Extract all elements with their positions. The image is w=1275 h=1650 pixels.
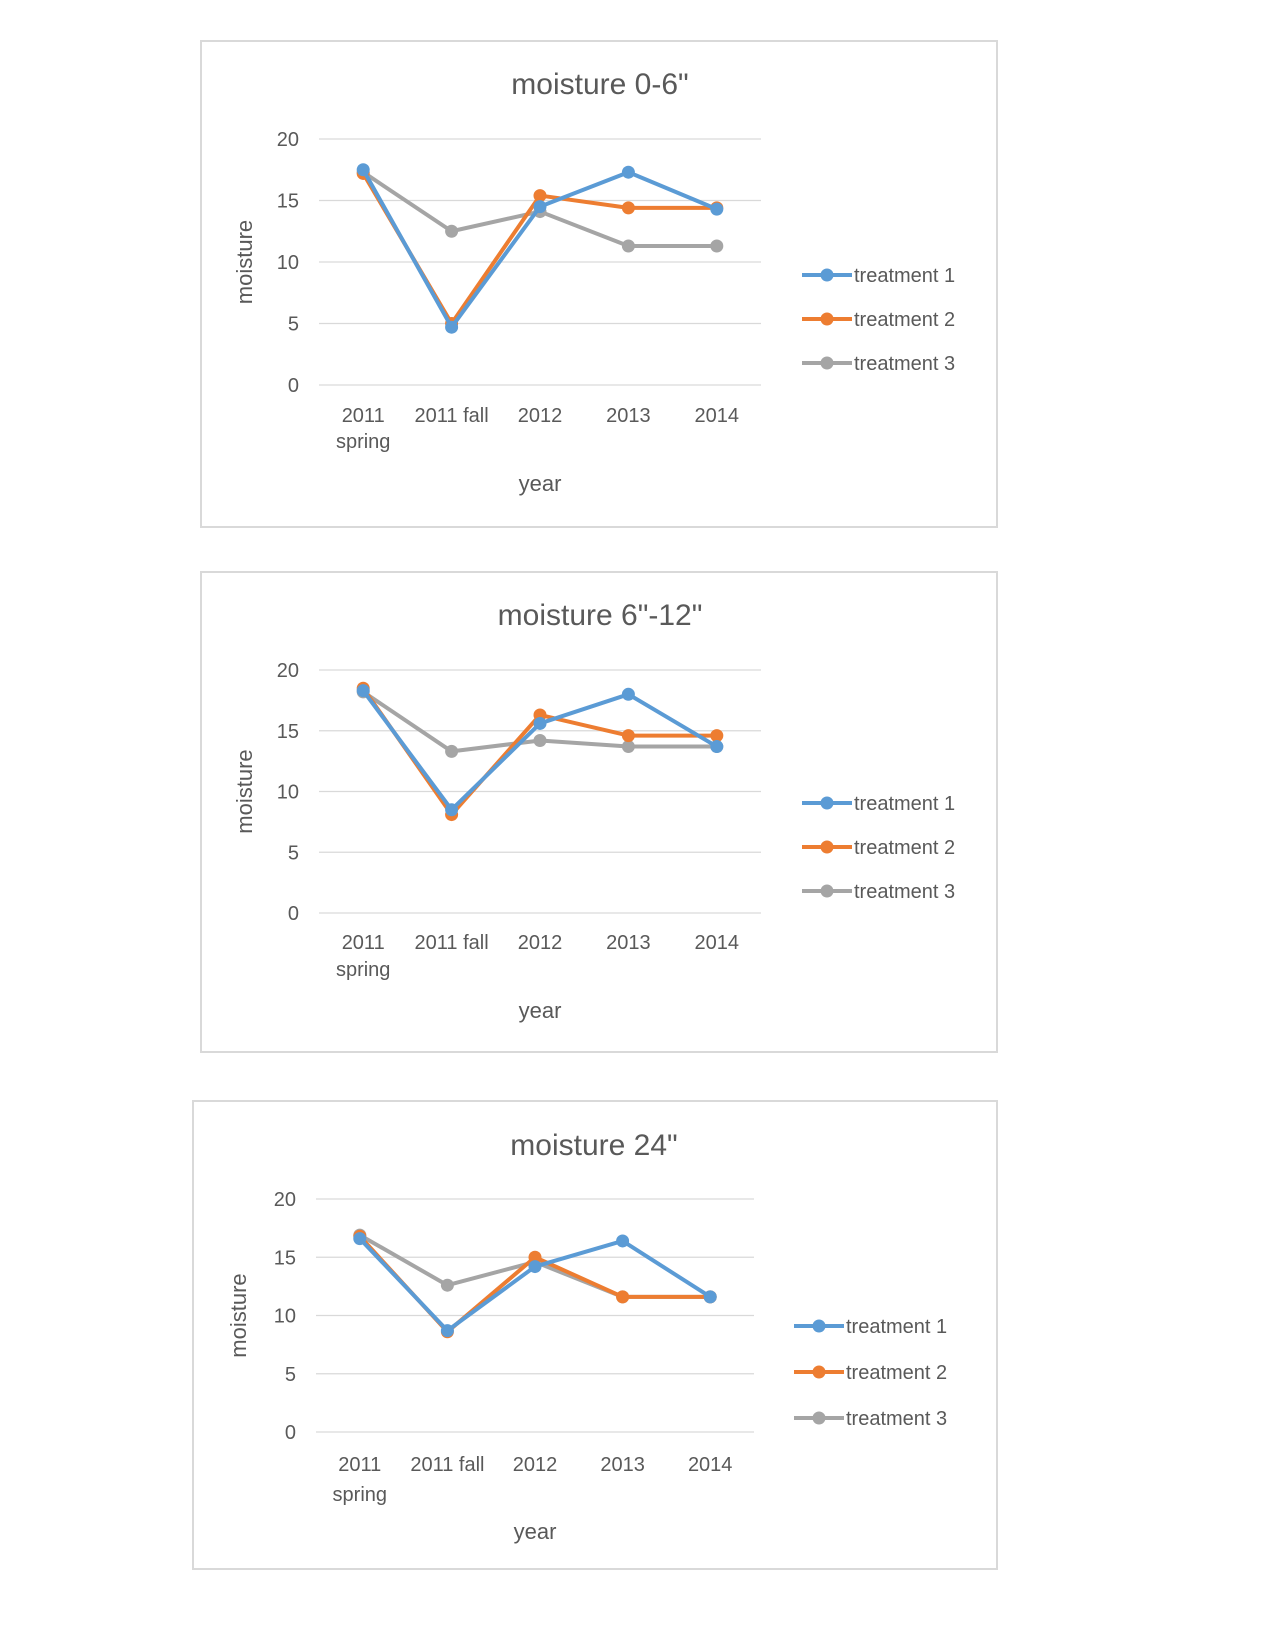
legend-marker bbox=[812, 1319, 826, 1333]
y-axis-title: moisture bbox=[232, 220, 257, 304]
data-point bbox=[710, 202, 724, 216]
data-point bbox=[445, 744, 459, 758]
legend-marker bbox=[820, 840, 834, 854]
y-tick-label: 10 bbox=[277, 252, 299, 274]
legend-label: treatment 3 bbox=[846, 1408, 947, 1430]
series-line bbox=[361, 687, 717, 817]
x-axis-title: year bbox=[519, 998, 562, 1023]
legend-label: treatment 1 bbox=[854, 265, 955, 287]
data-point bbox=[440, 1278, 454, 1292]
x-tick-label: 2011 bbox=[342, 405, 385, 427]
x-tick-label: 2012 bbox=[518, 932, 563, 954]
data-point bbox=[621, 165, 635, 179]
x-tick-label: 2012 bbox=[513, 1454, 558, 1476]
data-point bbox=[533, 716, 547, 730]
chart-moisture-6-12: moisture 6"-12" 0 5 10 15 20 2011 spring 2011 fa… bbox=[200, 571, 998, 1053]
legend-label: treatment 1 bbox=[854, 793, 955, 815]
x-tick-label: 2011 fall bbox=[410, 1454, 484, 1476]
legend-label: treatment 3 bbox=[854, 881, 955, 903]
y-axis-title: moisture bbox=[232, 749, 257, 833]
chart-title: moisture 24" bbox=[510, 1129, 677, 1162]
y-tick-label: 15 bbox=[274, 1247, 296, 1269]
legend-marker bbox=[812, 1365, 826, 1379]
data-point bbox=[353, 1232, 367, 1246]
y-tick-label: 20 bbox=[274, 1189, 296, 1211]
chart-svg: moisture 0-6" 0 5 10 15 20 2011 spring 2011 fall… bbox=[232, 68, 955, 496]
data-point bbox=[533, 189, 547, 203]
legend-label: treatment 3 bbox=[854, 353, 955, 375]
chart-title: moisture 6"-12" bbox=[498, 599, 703, 632]
x-tick-label: 2011 fall bbox=[415, 932, 489, 954]
x-tick-label: 2012 bbox=[518, 405, 563, 427]
x-tick-label: spring bbox=[333, 1484, 387, 1506]
x-tick-label: 2014 bbox=[695, 932, 740, 954]
legend-marker bbox=[820, 312, 834, 326]
y-tick-label: 0 bbox=[288, 375, 299, 397]
legend-marker bbox=[812, 1411, 826, 1425]
legend-marker bbox=[820, 268, 834, 282]
x-axis-title: year bbox=[519, 471, 562, 496]
x-tick-label: spring bbox=[336, 959, 390, 981]
data-point bbox=[528, 1260, 542, 1274]
data-point bbox=[621, 740, 635, 754]
data-point bbox=[616, 1234, 630, 1248]
data-point bbox=[621, 239, 635, 253]
x-tick-label: 2013 bbox=[606, 405, 651, 427]
series-line bbox=[358, 1234, 711, 1334]
legend-label: treatment 1 bbox=[846, 1316, 947, 1338]
x-tick-label: 2013 bbox=[606, 932, 651, 954]
x-tick-label: 2011 bbox=[342, 932, 385, 954]
data-point bbox=[445, 224, 459, 238]
data-point bbox=[356, 684, 370, 698]
data-point bbox=[616, 1290, 630, 1304]
data-point bbox=[710, 729, 724, 743]
chart-title: moisture 0-6" bbox=[511, 68, 688, 101]
chart-moisture-24: moisture 24" 0 5 10 15 20 2011 spring 2011 fall 2… bbox=[192, 1100, 998, 1570]
data-point bbox=[445, 803, 459, 817]
x-tick-label: 2013 bbox=[600, 1454, 645, 1476]
data-point bbox=[356, 163, 370, 177]
data-point bbox=[710, 740, 724, 754]
data-point bbox=[621, 687, 635, 701]
y-tick-label: 20 bbox=[277, 129, 299, 151]
data-point bbox=[533, 733, 547, 747]
chart-svg: moisture 6"-12" 0 5 10 15 20 2011 spring 2011 fa… bbox=[232, 599, 955, 1023]
legend-label: treatment 2 bbox=[854, 837, 955, 859]
data-point bbox=[621, 729, 635, 743]
data-point bbox=[528, 1250, 542, 1264]
y-tick-label: 0 bbox=[285, 1422, 296, 1444]
data-point bbox=[621, 201, 635, 215]
chart-moisture-0-6: moisture 0-6" 0 5 10 15 20 2011 spring 2011 fall… bbox=[200, 40, 998, 528]
data-point bbox=[440, 1324, 454, 1338]
legend-label: treatment 2 bbox=[854, 309, 955, 331]
x-tick-label: 2011 bbox=[338, 1454, 381, 1476]
data-point bbox=[533, 200, 547, 214]
legend-marker bbox=[820, 796, 834, 810]
x-tick-label: 2014 bbox=[688, 1454, 733, 1476]
data-point bbox=[710, 239, 724, 253]
x-axis-title: year bbox=[514, 1519, 557, 1544]
chart-svg: moisture 24" 0 5 10 15 20 2011 spring 2011 fall 2… bbox=[226, 1129, 947, 1544]
y-tick-label: 5 bbox=[288, 842, 299, 864]
x-tick-label: spring bbox=[336, 431, 390, 453]
y-tick-label: 20 bbox=[277, 660, 299, 682]
y-tick-label: 15 bbox=[277, 721, 299, 743]
x-tick-label: 2011 fall bbox=[415, 405, 489, 427]
y-axis-title: moisture bbox=[226, 1273, 251, 1357]
y-tick-label: 0 bbox=[288, 903, 299, 925]
y-tick-label: 15 bbox=[277, 191, 299, 213]
data-point bbox=[703, 1290, 717, 1304]
legend-marker bbox=[820, 356, 834, 370]
data-point bbox=[445, 320, 459, 334]
y-tick-label: 5 bbox=[285, 1364, 296, 1386]
y-tick-label: 10 bbox=[274, 1306, 296, 1328]
legend-label: treatment 2 bbox=[846, 1362, 947, 1384]
y-tick-label: 10 bbox=[277, 782, 299, 804]
y-tick-label: 5 bbox=[288, 314, 299, 336]
legend-marker bbox=[820, 884, 834, 898]
x-tick-label: 2014 bbox=[695, 405, 740, 427]
